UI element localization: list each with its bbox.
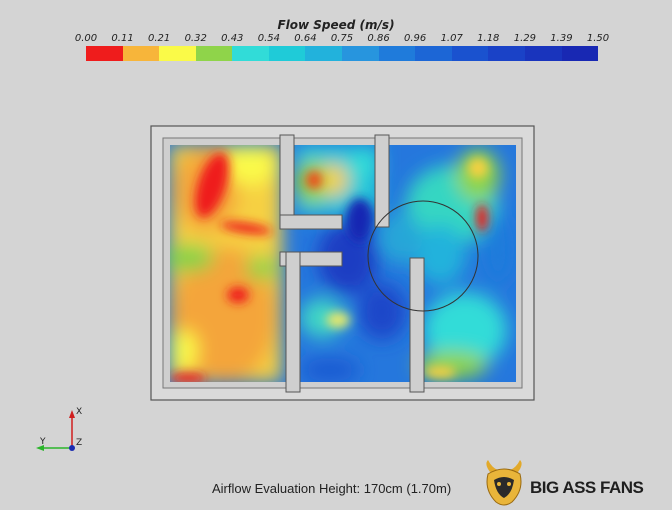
color-scale-segment xyxy=(122,46,160,61)
interior-walls xyxy=(279,134,425,393)
color-scale-segment xyxy=(415,46,452,61)
legend-tick-label: 1.29 xyxy=(513,33,536,44)
brand-logo: BIG ASS FANS xyxy=(480,458,670,510)
y-axis-label: Y xyxy=(39,437,46,447)
fan-footprint-circle xyxy=(367,200,479,312)
evaluation-height-caption: Airflow Evaluation Height: 170cm (1.70m) xyxy=(212,481,452,496)
legend-tick-labels: 0.00 0.11 0.21 0.32 0.43 0.54 0.64 0.75 0.86 0.96… xyxy=(66,33,622,45)
color-scale-segment xyxy=(268,46,306,61)
bull-logo-icon xyxy=(486,460,522,506)
color-scale-segment xyxy=(195,46,233,61)
color-scale-segment xyxy=(159,46,196,61)
color-scale-segment xyxy=(524,46,562,61)
coordinate-axes: X Y Z xyxy=(36,407,82,451)
legend-tick-label: 1.07 xyxy=(440,33,463,44)
legend-tick-label: 0.11 xyxy=(111,33,134,44)
color-scale-segment xyxy=(451,46,489,61)
color-scale-segment xyxy=(305,46,343,61)
color-scale-segment xyxy=(232,46,269,61)
legend-tick-label: 1.18 xyxy=(477,33,500,44)
legend-tick-label: 0.96 xyxy=(404,33,427,44)
legend-tick-label: 0.75 xyxy=(330,33,354,44)
legend-title: Flow Speed (m/s) xyxy=(277,18,395,32)
legend-tick-label: 0.43 xyxy=(221,33,244,44)
legend-tick-label: 0.86 xyxy=(367,33,390,44)
x-axis-label: X xyxy=(76,407,82,417)
legend-tick-label: 1.50 xyxy=(586,33,610,44)
color-scale-segment xyxy=(561,46,599,61)
z-axis-label: Z xyxy=(76,438,82,448)
z-axis-dot xyxy=(69,445,75,451)
legend-tick-label: 0.21 xyxy=(148,33,171,44)
legend-tick-label: 0.00 xyxy=(74,33,98,44)
legend-tick-label: 0.54 xyxy=(257,33,280,44)
y-axis-arrow xyxy=(36,445,44,451)
legend-tick-label: 0.64 xyxy=(294,33,317,44)
legend-tick-label: 0.32 xyxy=(184,33,207,44)
color-scale-segment xyxy=(342,46,379,61)
x-axis-arrow xyxy=(69,410,75,418)
brand-name: BIG ASS FANS xyxy=(530,478,644,497)
color-scale-segment xyxy=(86,46,123,61)
color-scale-segment xyxy=(378,46,416,61)
legend-tick-label: 1.39 xyxy=(550,33,573,44)
color-scale-bar xyxy=(86,46,599,61)
color-scale-segment xyxy=(488,46,525,61)
flow-speed-field xyxy=(170,145,516,382)
